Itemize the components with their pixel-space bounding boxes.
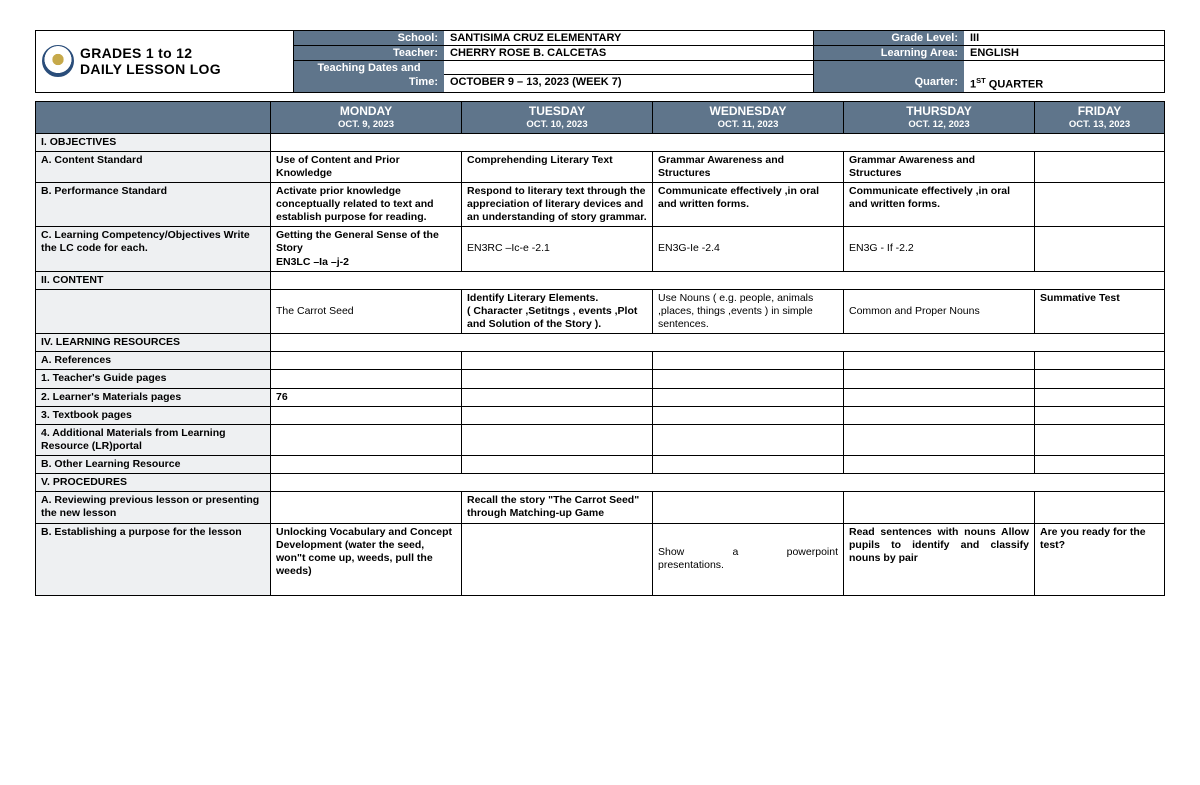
day-header-row: MONDAYOCT. 9, 2023 TUESDAYOCT. 10, 2023 … [36, 101, 1165, 133]
ps-mon: Activate prior knowledge conceptually re… [271, 182, 462, 226]
school-label: School: [294, 31, 444, 45]
row-teachers-guide: 1. Teacher's Guide pages [36, 370, 271, 388]
lc-mon: Getting the General Sense of the Story E… [271, 227, 462, 271]
content-thu: Common and Proper Nouns [844, 289, 1035, 333]
quarter-label: Quarter: [814, 75, 964, 92]
quarter-value: 1ST QUARTER [964, 75, 1164, 92]
lm-mon: 76 [271, 388, 462, 406]
row-reviewing: A. Reviewing previous lesson or presenti… [36, 492, 271, 523]
content-mon: The Carrot Seed [271, 289, 462, 333]
pb-wed: Show a powerpoint presentations. [653, 523, 844, 595]
grade-value: III [964, 31, 1164, 45]
header-info: School: SANTISIMA CRUZ ELEMENTARY Grade … [294, 31, 1164, 92]
lc-wed: EN3G-Ie -2.4 [653, 227, 844, 271]
row-learning-competency: C. Learning Competency/Objectives Write … [36, 227, 271, 271]
title-line-1: GRADES 1 to 12 [80, 45, 221, 61]
pb-fri: Are you ready for the test? [1035, 523, 1165, 595]
cs-wed: Grammar Awareness and Structures [653, 151, 844, 182]
cs-thu: Grammar Awareness and Structures [844, 151, 1035, 182]
head-tue: TUESDAYOCT. 10, 2023 [462, 101, 653, 133]
row-establishing-purpose: B. Establishing a purpose for the lesson [36, 523, 271, 595]
lc-thu: EN3G - If -2.2 [844, 227, 1035, 271]
title-line-2: DAILY LESSON LOG [80, 61, 221, 77]
row-content-standard: A. Content Standard [36, 151, 271, 182]
dates-label-1: Teaching Dates and [294, 61, 444, 75]
row-references: A. References [36, 352, 271, 370]
content-wed: Use Nouns ( e.g. people, animals ,places… [653, 289, 844, 333]
area-value: ENGLISH [964, 46, 1164, 60]
blank-cell [964, 61, 1164, 75]
section-content: II. CONTENT [36, 271, 271, 289]
teacher-label: Teacher: [294, 46, 444, 60]
ps-thu: Communicate effectively ,in oral and wri… [844, 182, 1035, 226]
blank-cell [444, 61, 814, 75]
section-learning-resources: IV. LEARNING RESOURCES [36, 334, 271, 352]
school-value: SANTISIMA CRUZ ELEMENTARY [444, 31, 814, 45]
head-mon: MONDAYOCT. 9, 2023 [271, 101, 462, 133]
section-procedures: V. PROCEDURES [36, 474, 271, 492]
cs-tue: Comprehending Literary Text [462, 151, 653, 182]
row-learners-materials: 2. Learner's Materials pages [36, 388, 271, 406]
teacher-value: CHERRY ROSE B. CALCETAS [444, 46, 814, 60]
ps-wed: Communicate effectively ,in oral and wri… [653, 182, 844, 226]
lesson-table: MONDAYOCT. 9, 2023 TUESDAYOCT. 10, 2023 … [35, 101, 1165, 596]
head-thu: THURSDAYOCT. 12, 2023 [844, 101, 1035, 133]
row-performance-standard: B. Performance Standard [36, 182, 271, 226]
lc-tue: EN3RC –Ic-e -2.1 [462, 227, 653, 271]
row-additional-materials: 4. Additional Materials from Learning Re… [36, 424, 271, 455]
section-objectives: I. OBJECTIVES [36, 133, 271, 151]
content-tue: Identify Literary Elements. ( Character … [462, 289, 653, 333]
grade-label: Grade Level: [814, 31, 964, 45]
deped-logo [42, 45, 74, 77]
dates-value: OCTOBER 9 – 13, 2023 (WEEK 7) [444, 75, 814, 92]
title-block: GRADES 1 to 12 DAILY LESSON LOG [36, 31, 294, 92]
content-fri: Summative Test [1035, 289, 1165, 333]
ps-tue: Respond to literary text through the app… [462, 182, 653, 226]
head-fri: FRIDAYOCT. 13, 2023 [1035, 101, 1165, 133]
pb-mon: Unlocking Vocabulary and Concept Develop… [271, 523, 462, 595]
cs-mon: Use of Content and Prior Knowledge [271, 151, 462, 182]
blank-cell [814, 61, 964, 75]
row-other-resource: B. Other Learning Resource [36, 456, 271, 474]
row-textbook: 3. Textbook pages [36, 406, 271, 424]
area-label: Learning Area: [814, 46, 964, 60]
document-header: GRADES 1 to 12 DAILY LESSON LOG School: … [35, 30, 1165, 93]
pb-thu: Read sentences with nouns Allow pupils t… [844, 523, 1035, 595]
head-wed: WEDNESDAYOCT. 11, 2023 [653, 101, 844, 133]
pa-tue: Recall the story "The Carrot Seed" throu… [462, 492, 653, 523]
dates-label-2: Time: [294, 75, 444, 92]
